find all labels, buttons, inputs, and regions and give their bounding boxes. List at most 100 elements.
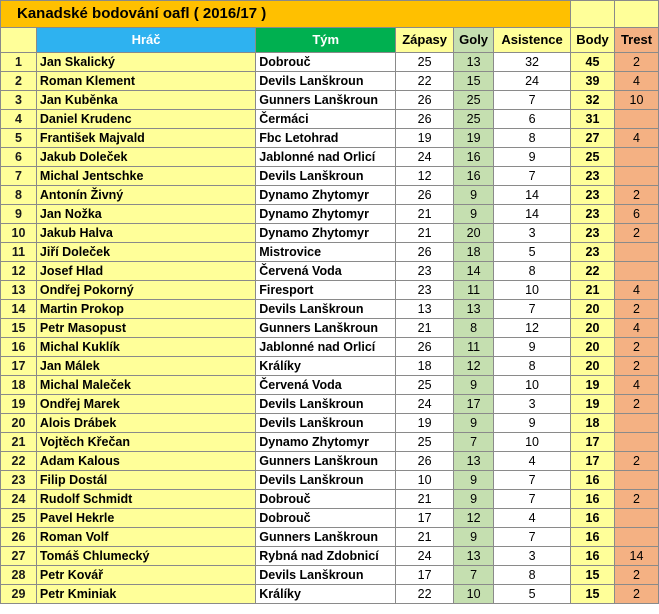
header-team: Tým <box>255 27 397 53</box>
points-cell: 22 <box>570 261 615 281</box>
player-cell: František Majvald <box>35 128 257 148</box>
penalty-cell <box>613 109 659 129</box>
header-matches: Zápasy <box>395 27 455 53</box>
header-row: Hráč Tým Zápasy Goly Asistence Body Tres… <box>0 27 659 53</box>
points-cell: 19 <box>570 375 615 395</box>
matches-cell: 21 <box>395 527 455 547</box>
team-cell: Gunners Lanškroun <box>255 318 397 338</box>
table-row: 29 Petr Kminiak Králíky 22 10 5 15 2 <box>0 584 659 604</box>
goals-cell: 12 <box>453 508 495 528</box>
goals-cell: 11 <box>453 337 495 357</box>
points-cell: 20 <box>570 318 615 338</box>
matches-cell: 12 <box>395 166 455 186</box>
penalty-cell: 10 <box>613 90 659 110</box>
rank-cell: 3 <box>0 90 37 110</box>
penalty-cell: 2 <box>613 584 659 604</box>
player-cell: Petr Masopust <box>35 318 257 338</box>
table-row: 8 Antonín Živný Dynamo Zhytomyr 26 9 14 23 2 <box>0 185 659 205</box>
team-cell: Devils Lanškroun <box>255 166 397 186</box>
goals-cell: 20 <box>453 223 495 243</box>
table-row: 28 Petr Kovář Devils Lanškroun 17 7 8 15 2 <box>0 565 659 585</box>
team-cell: Dobrouč <box>255 489 397 509</box>
goals-cell: 18 <box>453 242 495 262</box>
goals-cell: 13 <box>453 52 495 72</box>
goals-cell: 25 <box>453 109 495 129</box>
goals-cell: 16 <box>453 166 495 186</box>
points-cell: 20 <box>570 299 615 319</box>
rank-cell: 13 <box>0 280 37 300</box>
goals-cell: 10 <box>453 584 495 604</box>
points-cell: 16 <box>570 546 615 566</box>
matches-cell: 23 <box>395 261 455 281</box>
assists-cell: 6 <box>493 109 572 129</box>
penalty-cell: 2 <box>613 565 659 585</box>
points-cell: 32 <box>570 90 615 110</box>
matches-cell: 25 <box>395 432 455 452</box>
table-row: 23 Filip Dostál Devils Lanškroun 10 9 7 16 <box>0 470 659 490</box>
team-cell: Jablonné nad Orlicí <box>255 147 397 167</box>
rank-cell: 6 <box>0 147 37 167</box>
rank-cell: 21 <box>0 432 37 452</box>
team-cell: Dynamo Zhytomyr <box>255 223 397 243</box>
table-row: 15 Petr Masopust Gunners Lanškroun 21 8 12 20 4 <box>0 318 659 338</box>
team-cell: Devils Lanškroun <box>255 394 397 414</box>
header-goals: Goly <box>453 27 495 53</box>
team-cell: Rybná nad Zdobnicí <box>255 546 397 566</box>
matches-cell: 17 <box>395 508 455 528</box>
penalty-cell: 4 <box>613 128 659 148</box>
goals-cell: 9 <box>453 185 495 205</box>
goals-cell: 8 <box>453 318 495 338</box>
penalty-cell: 14 <box>613 546 659 566</box>
matches-cell: 10 <box>395 470 455 490</box>
title-filler <box>570 0 615 28</box>
assists-cell: 10 <box>493 375 572 395</box>
table-row: 26 Roman Volf Gunners Lanškroun 21 9 7 16 <box>0 527 659 547</box>
matches-cell: 21 <box>395 223 455 243</box>
penalty-cell: 2 <box>613 185 659 205</box>
assists-cell: 8 <box>493 565 572 585</box>
goals-cell: 13 <box>453 451 495 471</box>
team-cell: Firesport <box>255 280 397 300</box>
assists-cell: 3 <box>493 394 572 414</box>
points-cell: 15 <box>570 584 615 604</box>
goals-cell: 9 <box>453 413 495 433</box>
team-cell: Králíky <box>255 584 397 604</box>
rank-cell: 17 <box>0 356 37 376</box>
assists-cell: 7 <box>493 299 572 319</box>
rank-cell: 23 <box>0 470 37 490</box>
points-cell: 18 <box>570 413 615 433</box>
player-cell: Tomáš Chlumecký <box>35 546 257 566</box>
rank-cell: 24 <box>0 489 37 509</box>
team-cell: Mistrovice <box>255 242 397 262</box>
player-cell: Jakub Doleček <box>35 147 257 167</box>
table-row: 17 Jan Málek Králíky 18 12 8 20 2 <box>0 356 659 376</box>
penalty-cell: 4 <box>613 71 659 91</box>
player-cell: Filip Dostál <box>35 470 257 490</box>
player-cell: Antonín Živný <box>35 185 257 205</box>
rank-cell: 12 <box>0 261 37 281</box>
player-cell: Jan Skalický <box>35 52 257 72</box>
player-cell: Martin Prokop <box>35 299 257 319</box>
matches-cell: 21 <box>395 489 455 509</box>
assists-cell: 7 <box>493 470 572 490</box>
penalty-cell <box>613 470 659 490</box>
penalty-cell: 4 <box>613 280 659 300</box>
table-row: 19 Ondřej Marek Devils Lanškroun 24 17 3 19 2 <box>0 394 659 414</box>
assists-cell: 4 <box>493 508 572 528</box>
points-cell: 25 <box>570 147 615 167</box>
goals-cell: 7 <box>453 432 495 452</box>
rank-cell: 10 <box>0 223 37 243</box>
table-row: 13 Ondřej Pokorný Firesport 23 11 10 21 4 <box>0 280 659 300</box>
team-cell: Jablonné nad Orlicí <box>255 337 397 357</box>
table-row: 11 Jiří Doleček Mistrovice 26 18 5 23 <box>0 242 659 262</box>
player-cell: Pavel Hekrle <box>35 508 257 528</box>
goals-cell: 25 <box>453 90 495 110</box>
penalty-cell <box>613 242 659 262</box>
matches-cell: 13 <box>395 299 455 319</box>
rank-cell: 4 <box>0 109 37 129</box>
rank-cell: 8 <box>0 185 37 205</box>
player-cell: Jan Málek <box>35 356 257 376</box>
player-cell: Petr Kovář <box>35 565 257 585</box>
assists-cell: 5 <box>493 242 572 262</box>
team-cell: Devils Lanškroun <box>255 413 397 433</box>
